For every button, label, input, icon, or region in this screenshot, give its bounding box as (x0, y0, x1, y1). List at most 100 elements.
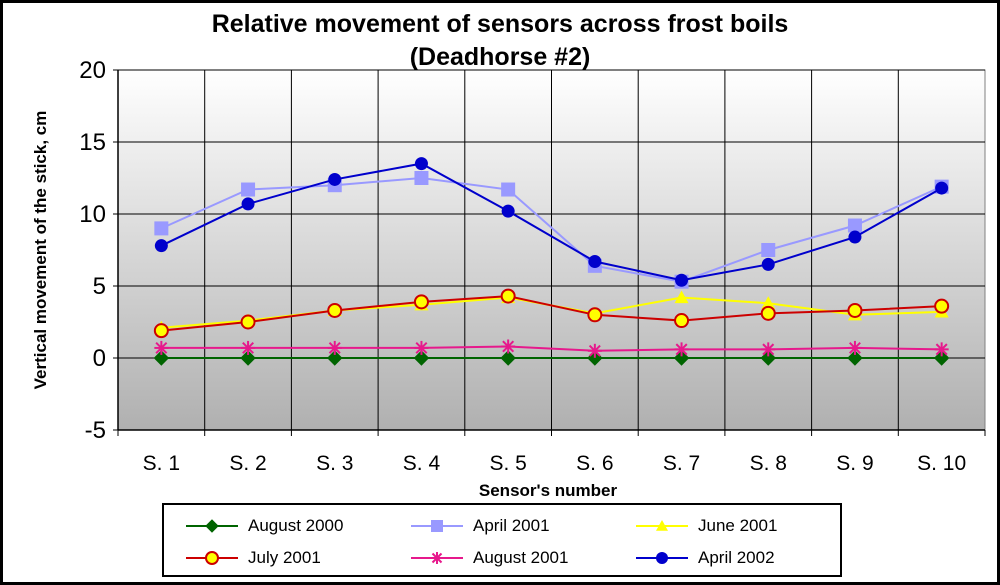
x-tick-label: S. 5 (489, 452, 526, 475)
legend-marker (431, 520, 443, 532)
data-point (673, 350, 690, 366)
x-tick-label: S. 9 (836, 452, 873, 475)
chart-subtitle: (Deadhorse #2) (409, 43, 591, 71)
data-point (501, 182, 516, 197)
series-line (160, 162, 943, 282)
data-point (761, 342, 776, 357)
legend-swatch (636, 520, 688, 531)
x-tick-label: S. 2 (229, 452, 266, 475)
data-point (414, 171, 429, 185)
data-point (674, 313, 690, 329)
data-point (154, 239, 168, 253)
data-point (935, 181, 949, 195)
series-line (161, 345, 942, 352)
data-point (761, 296, 776, 309)
data-point (847, 340, 862, 355)
data-point (154, 340, 169, 355)
x-tick-label: S. 4 (403, 452, 441, 475)
y-tick-label: 5 (93, 273, 106, 300)
x-tick-label: S. 6 (576, 452, 613, 475)
data-point (414, 157, 428, 171)
data-point (414, 340, 429, 355)
series-lines (153, 157, 950, 366)
data-point (933, 350, 950, 366)
data-point (934, 298, 950, 314)
legend-label: August 2000 (248, 516, 344, 535)
data-point (847, 350, 863, 366)
data-point (501, 204, 515, 218)
data-point (501, 339, 516, 354)
legend-item: June 2001 (634, 513, 777, 539)
data-point (153, 350, 170, 366)
x-axis-label: Sensor's number (479, 481, 618, 500)
legend-marker (656, 552, 668, 564)
legend-item: April 2001 (409, 513, 550, 539)
chart-title: Relative movement of sensors across fros… (211, 10, 789, 38)
data-point (241, 182, 256, 197)
data-point (413, 350, 430, 366)
data-point (328, 172, 342, 186)
legend-label: June 2001 (698, 516, 778, 535)
x-tick-label: S. 1 (143, 452, 180, 475)
legend-marker (205, 519, 219, 533)
legend-swatch (411, 520, 463, 532)
series-line (160, 176, 943, 283)
axes: -5 0 5 10 15 20 S. 1 S. 2 S. 3 S. 4 S. 5 S. 6 S. 7 S.… (79, 57, 986, 475)
data-point (327, 302, 343, 318)
y-tick-label: 15 (79, 129, 106, 156)
legend-item: July 2001 (184, 545, 321, 571)
series-august-2001 (154, 339, 949, 358)
y-axis-label: Vertical movement of the stick, cm (31, 111, 50, 390)
x-tick-label: S. 3 (316, 452, 353, 475)
y-tick-label: 20 (79, 57, 106, 84)
data-point (760, 305, 776, 321)
series-line (161, 295, 942, 332)
y-tick-label: -5 (85, 417, 106, 444)
data-point (240, 350, 256, 366)
data-point (674, 342, 689, 357)
data-point (674, 290, 689, 304)
legend-label: August 2001 (473, 548, 569, 567)
data-point (154, 221, 169, 236)
data-point (675, 273, 689, 287)
x-tick-label: S. 7 (663, 452, 700, 475)
series-april-2002 (154, 157, 949, 287)
y-tick-label: 10 (79, 201, 106, 228)
legend-marker (205, 551, 219, 565)
x-tick-label: S. 8 (750, 452, 787, 475)
data-point (413, 294, 429, 310)
data-point (847, 218, 862, 233)
data-point (327, 350, 343, 366)
data-point (587, 343, 602, 358)
data-point (241, 197, 255, 211)
data-point (848, 230, 862, 244)
legend-item: April 2002 (634, 545, 775, 571)
data-point (327, 340, 342, 355)
data-point (500, 350, 516, 366)
legend-label: April 2001 (473, 516, 550, 535)
data-point (500, 288, 516, 304)
legend-item: August 2000 (184, 513, 343, 539)
x-tick-label: S. 10 (917, 452, 966, 475)
y-tick-label: 0 (93, 345, 106, 372)
legend-swatch (411, 552, 463, 564)
data-point (934, 342, 949, 357)
legend-swatch (186, 519, 238, 533)
legend: August 2000 April 2001 June 2001 July 2001 A… (162, 503, 842, 577)
legend-swatch (186, 551, 238, 565)
data-point (761, 243, 776, 257)
data-point (587, 307, 603, 323)
data-point (760, 350, 776, 366)
legend-item: August 2001 (409, 545, 568, 571)
legend-swatch (636, 552, 688, 564)
data-point (241, 340, 256, 355)
data-point (240, 314, 256, 330)
data-point (153, 323, 169, 339)
data-point (761, 257, 775, 271)
series-july-2001 (153, 288, 950, 339)
legend-marker (431, 552, 443, 564)
legend-label: April 2002 (698, 548, 775, 567)
legend-label: July 2001 (248, 548, 321, 567)
legend-marker (656, 520, 668, 531)
